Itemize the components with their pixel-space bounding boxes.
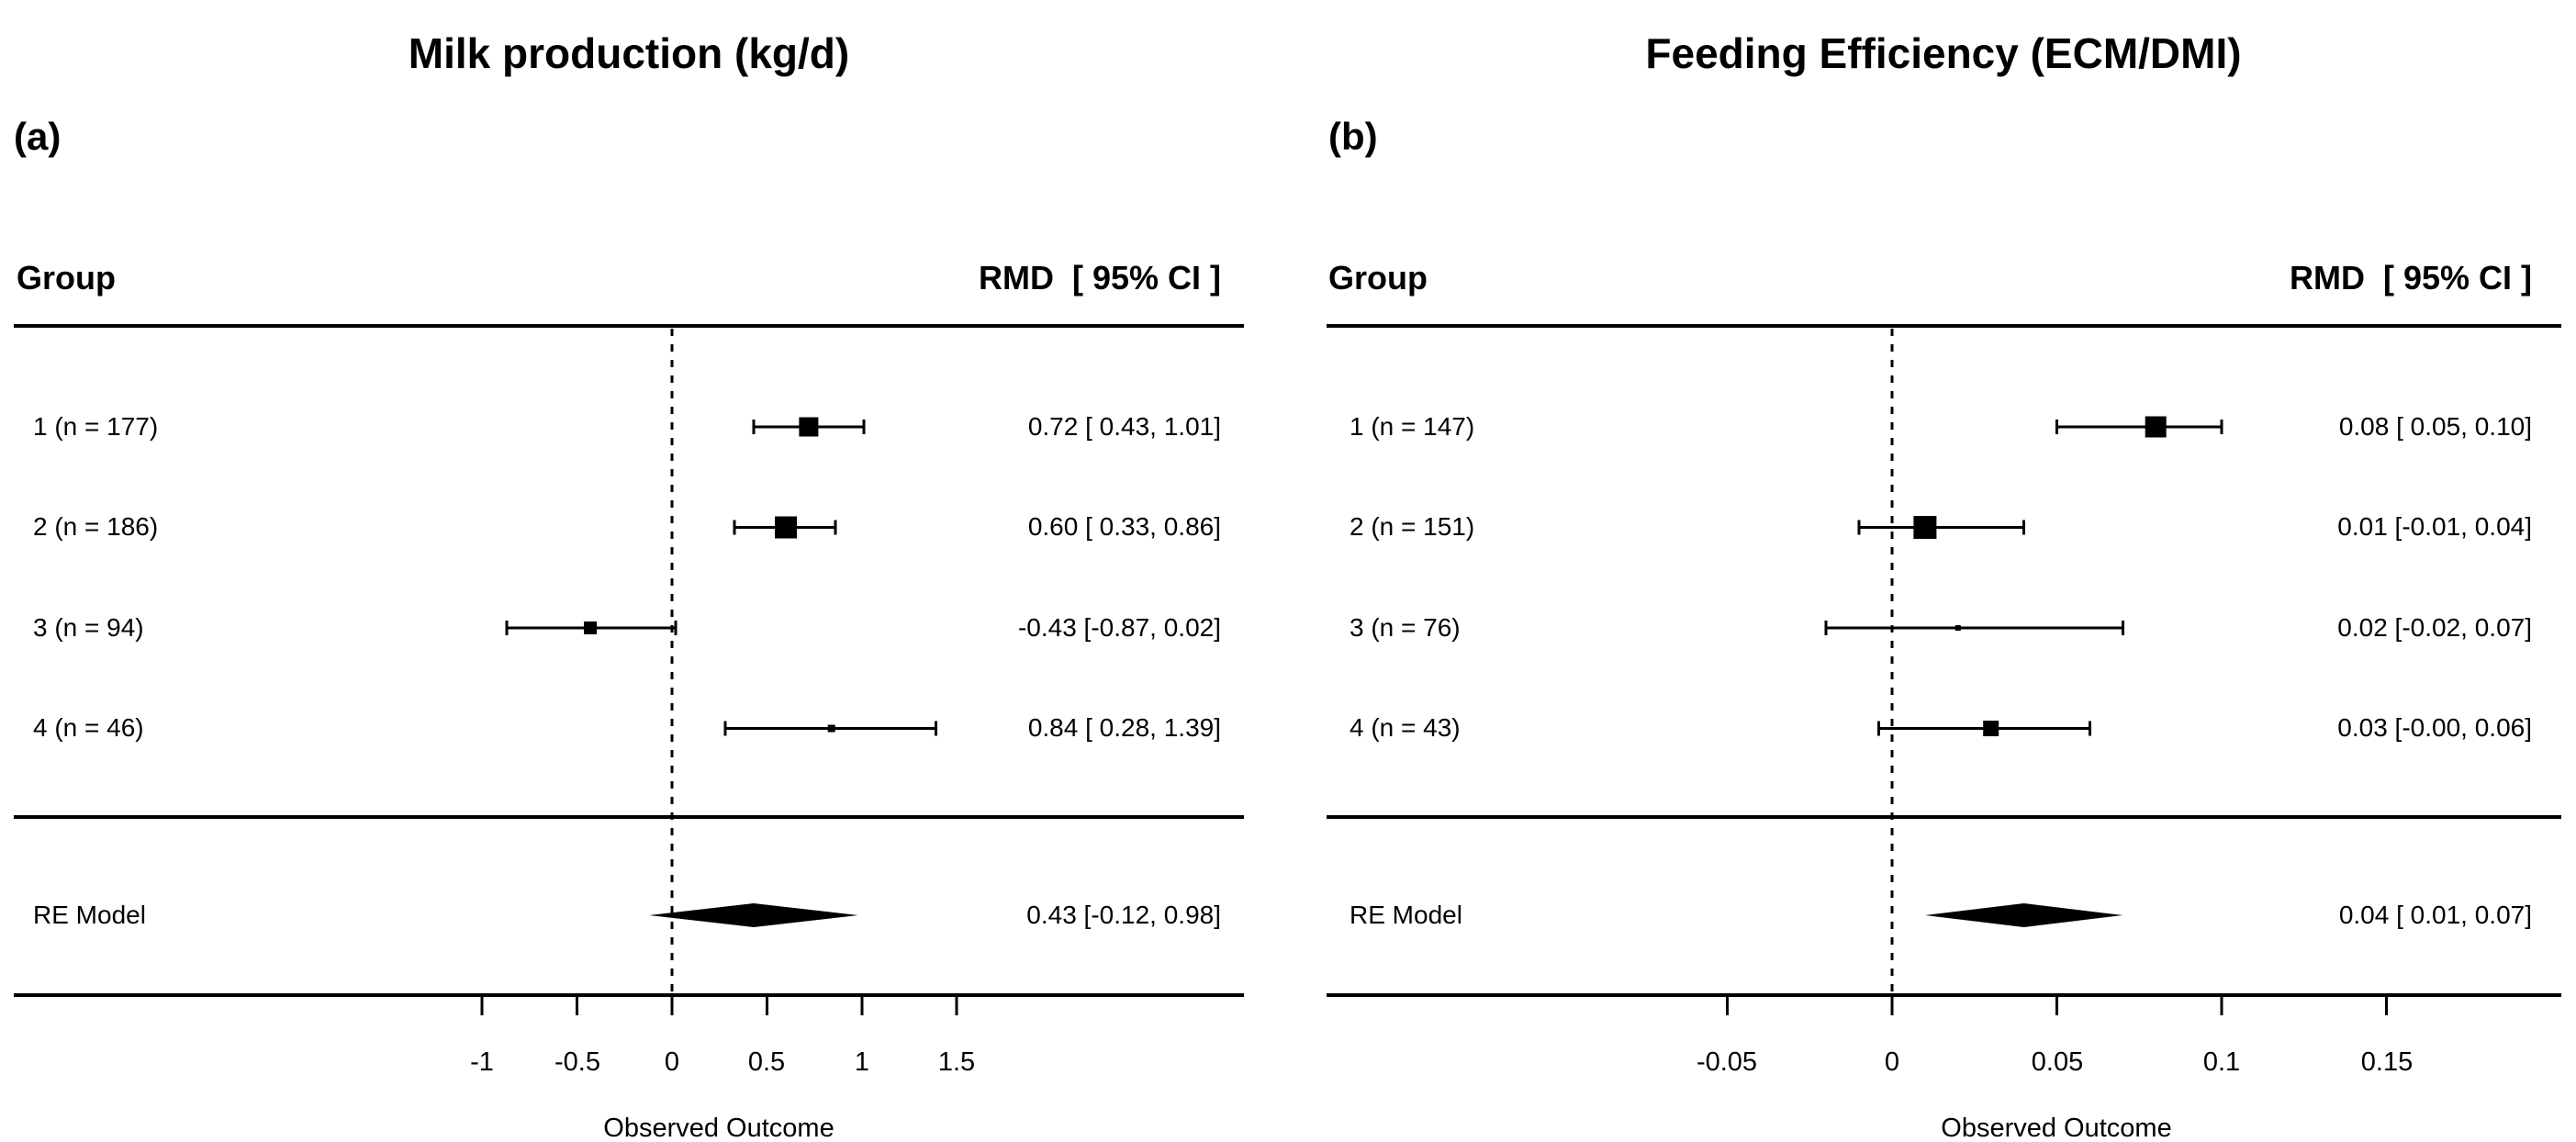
panel-b-row-estimate: 0.01 [-0.01, 0.04] — [2337, 512, 2532, 541]
estimate-square — [2145, 416, 2167, 438]
panel-b-x-tick-label: 0.1 — [2202, 1047, 2241, 1077]
panel-a-row-estimate: -0.43 [-0.87, 0.02] — [1017, 613, 1221, 642]
estimate-square — [1954, 625, 1961, 631]
panel-b-x-tick-label: -0.05 — [1696, 1047, 1758, 1077]
panel-a-tag: (a) — [14, 115, 62, 158]
panel-a-title: Milk production (kg/d) — [408, 29, 850, 77]
panel-b-x-axis-title: Observed Outcome — [1941, 1114, 2172, 1142]
panel-a-x-tick-label: 1 — [854, 1047, 870, 1077]
panel-a-row-label: 4 (n = 46) — [33, 713, 144, 742]
estimate-square — [1913, 516, 1937, 539]
estimate-square — [827, 724, 835, 733]
panel-a-row-estimate: 0.72 [ 0.43, 1.01] — [1027, 412, 1221, 441]
panel-a-x-tick-label: 0 — [664, 1047, 680, 1077]
panel-a-row-label: 2 (n = 186) — [33, 512, 159, 541]
panel-b-tag: (b) — [1328, 115, 1378, 158]
panel-a-x-tick-label: -1 — [470, 1047, 494, 1077]
panel-b-row-estimate: 0.03 [-0.00, 0.06] — [2337, 713, 2532, 742]
panel-a-row-label: 3 (n = 94) — [33, 613, 144, 642]
panel-b-row-estimate: 0.02 [-0.02, 0.07] — [2337, 613, 2532, 642]
panel-b-summary-estimate: 0.04 [ 0.01, 0.07] — [2338, 901, 2532, 929]
panel-b-row-label: 1 (n = 147) — [1350, 412, 1475, 441]
panel-b-group-column-header: Group — [1328, 259, 1428, 297]
panel-a-effect-column-header: RMD [ 95% CI ] — [978, 259, 1221, 297]
panel-b-row-label: 4 (n = 43) — [1350, 713, 1461, 742]
panel-a-row-estimate: 0.84 [ 0.28, 1.39] — [1027, 713, 1221, 742]
summary-diamond — [1924, 903, 2123, 927]
panel-a-x-tick-label: 1.5 — [937, 1047, 976, 1077]
panel-a-summary-estimate: 0.43 [-0.12, 0.98] — [1026, 901, 1221, 929]
summary-diamond — [649, 903, 858, 927]
panel-b-row-label: 3 (n = 76) — [1350, 613, 1461, 642]
panel-b-summary-label: RE Model — [1350, 901, 1462, 929]
estimate-square — [584, 621, 598, 634]
panel-a-group-column-header: Group — [17, 259, 116, 297]
panel-a-x-tick-label: 0.5 — [747, 1047, 786, 1077]
panel-b-x-tick-label: 0.15 — [2360, 1047, 2414, 1077]
panel-a-x-axis-title: Observed Outcome — [603, 1114, 834, 1142]
estimate-square — [799, 417, 819, 437]
panel-a-summary-label: RE Model — [33, 901, 146, 929]
panel-b-x-tick-label: 0 — [1884, 1047, 1900, 1077]
panel-a-x-tick-label: -0.5 — [554, 1047, 600, 1077]
estimate-square — [1983, 721, 1999, 736]
panel-a-row-estimate: 0.60 [ 0.33, 0.86] — [1027, 512, 1221, 541]
estimate-square — [775, 516, 798, 539]
panel-b-title: Feeding Efficiency (ECM/DMI) — [1645, 29, 2242, 77]
panel-b-x-tick-label: 0.05 — [2031, 1047, 2084, 1077]
panel-a-row-label: 1 (n = 177) — [33, 412, 159, 441]
panel-b-row-estimate: 0.08 [ 0.05, 0.10] — [2338, 412, 2532, 441]
panel-b-effect-column-header: RMD [ 95% CI ] — [2289, 259, 2532, 297]
panel-b-row-label: 2 (n = 151) — [1350, 512, 1475, 541]
